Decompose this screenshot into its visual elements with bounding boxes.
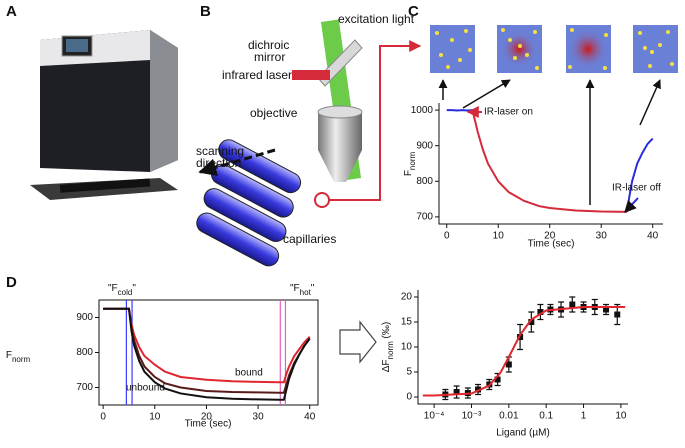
data-point <box>569 301 576 308</box>
series-label: unbound <box>126 383 165 394</box>
x-tick-label: 1 <box>581 411 587 422</box>
y-tick-label: 800 <box>76 347 93 358</box>
series-label: bound <box>235 368 263 379</box>
axis <box>98 299 319 406</box>
panel-label: D <box>6 274 17 291</box>
data-line <box>422 306 626 397</box>
y-axis-title-part: F <box>6 350 12 361</box>
diagram-label: mirror <box>254 50 285 64</box>
annotation-arrow <box>624 197 639 213</box>
y-tick-label: 700 <box>76 382 93 393</box>
y-tick-label: 900 <box>76 312 93 323</box>
y-tick-label: 800 <box>416 176 433 187</box>
y-tick-label: 0 <box>406 392 412 403</box>
diagram-label: capillaries <box>283 232 336 246</box>
x-tick-label: 20 <box>201 412 213 423</box>
x-axis-title: Time (sec) <box>528 239 575 250</box>
marker-label-part: cold <box>118 288 133 297</box>
data-line <box>471 109 627 213</box>
marker-label: "Fcold" <box>108 283 136 297</box>
thumbnails <box>339 25 678 364</box>
y-tick-label: 700 <box>416 212 433 223</box>
panel-label: C <box>408 3 419 20</box>
y-tick-label: 20 <box>401 292 413 303</box>
x-tick-label: 30 <box>253 412 265 423</box>
y-axis-title-part: norm <box>386 341 395 360</box>
axis <box>438 103 663 225</box>
marker-label-part: " <box>132 283 136 294</box>
x-tick-label: 10⁻⁴ <box>424 411 445 422</box>
data-point <box>505 361 512 368</box>
y-axis-title-part: norm <box>408 152 417 171</box>
x-tick-label: 10 <box>149 412 161 423</box>
marker-label: "Fhot" <box>290 283 315 297</box>
data-point <box>614 311 621 318</box>
data-line <box>625 137 654 213</box>
x-tick-label: 10 <box>615 411 627 422</box>
marker-label-part: "F <box>290 283 300 294</box>
y-axis-title-part: (‰) <box>381 322 392 341</box>
x-tick-label: 0 <box>100 412 106 423</box>
x-tick-label: 10⁻³ <box>462 411 482 422</box>
x-tick-label: 10 <box>493 231 505 242</box>
x-tick-label: 0 <box>444 231 450 242</box>
diagram-label: scanning <box>196 144 244 158</box>
marker-label-part: hot <box>300 288 312 297</box>
x-tick-label: 30 <box>596 231 608 242</box>
y-axis-title: Fnorm <box>6 350 31 364</box>
x-tick-label: 40 <box>647 231 659 242</box>
x-axis-title: Time (sec) <box>185 419 232 430</box>
diagram-label: infrared laser <box>222 68 292 82</box>
diagram-label: excitation light <box>338 12 415 26</box>
y-tick-label: 900 <box>416 140 433 151</box>
data-point <box>453 389 460 395</box>
y-tick-label: 10 <box>401 342 413 353</box>
y-tick-label: 1000 <box>411 105 434 116</box>
x-tick-label: 0.01 <box>499 411 519 422</box>
instrument-photo <box>30 30 178 200</box>
marker-label-part: "F <box>108 283 118 294</box>
data-line <box>103 307 311 401</box>
x-tick-label: 40 <box>304 412 316 423</box>
panel-label: B <box>200 3 211 20</box>
data-point <box>528 319 535 325</box>
data-point <box>603 306 610 313</box>
y-tick-label: 5 <box>406 367 412 378</box>
annotation: IR-laser off <box>612 183 661 194</box>
y-axis-title-part: norm <box>12 355 31 364</box>
diagram-label: objective <box>250 106 298 120</box>
y-axis-title: ΔFnorm (‰) <box>381 322 395 372</box>
panel-label: A <box>6 3 17 20</box>
y-axis-title: Fnorm <box>403 152 417 177</box>
marker-label-part: " <box>311 283 315 294</box>
x-tick-label: 0.1 <box>539 411 553 422</box>
axis <box>417 290 628 405</box>
annotation: IR-laser on <box>484 107 533 118</box>
x-axis-title: Ligand (µM) <box>496 428 550 439</box>
y-tick-label: 15 <box>401 317 413 328</box>
optics-diagram <box>196 19 422 267</box>
diagram-label: dichroic <box>248 38 289 52</box>
y-axis-title-part: F <box>403 170 414 176</box>
y-axis-title-part: ΔF <box>381 359 392 372</box>
x-tick-label: 20 <box>544 231 556 242</box>
diagram-label: direction <box>196 156 241 170</box>
data-point <box>537 309 544 315</box>
data-point <box>494 376 501 383</box>
